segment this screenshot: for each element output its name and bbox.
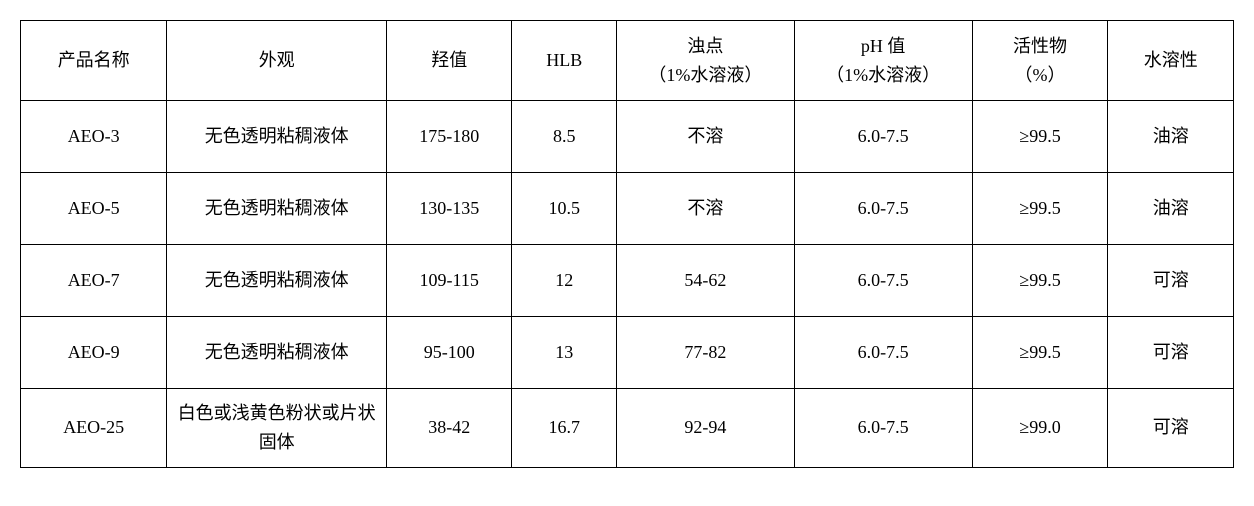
cell-0-4: 不溶 (617, 101, 795, 173)
col-header-0: 产品名称 (21, 21, 167, 101)
cell-4-3: 16.7 (512, 389, 617, 468)
cell-2-2: 109-115 (386, 245, 511, 317)
cell-0-1: 无色透明粘稠液体 (167, 101, 387, 173)
cell-1-0: AEO-5 (21, 173, 167, 245)
cell-0-0: AEO-3 (21, 101, 167, 173)
cell-0-6: ≥99.5 (972, 101, 1108, 173)
cell-0-5: 6.0-7.5 (794, 101, 972, 173)
cell-0-7: 油溶 (1108, 101, 1234, 173)
cell-2-3: 12 (512, 245, 617, 317)
cell-3-7: 可溶 (1108, 317, 1234, 389)
cell-3-1: 无色透明粘稠液体 (167, 317, 387, 389)
cell-1-3: 10.5 (512, 173, 617, 245)
cell-0-3: 8.5 (512, 101, 617, 173)
cell-3-3: 13 (512, 317, 617, 389)
cell-3-2: 95-100 (386, 317, 511, 389)
cell-2-1: 无色透明粘稠液体 (167, 245, 387, 317)
cell-4-4: 92-94 (617, 389, 795, 468)
product-spec-table: 产品名称外观羟值HLB浊点 （1%水溶液）pH 值 （1%水溶液）活性物 （%）… (20, 20, 1234, 468)
cell-2-5: 6.0-7.5 (794, 245, 972, 317)
cell-0-2: 175-180 (386, 101, 511, 173)
cell-1-5: 6.0-7.5 (794, 173, 972, 245)
col-header-7: 水溶性 (1108, 21, 1234, 101)
col-header-1: 外观 (167, 21, 387, 101)
table-row: AEO-9无色透明粘稠液体95-1001377-826.0-7.5≥99.5可溶 (21, 317, 1234, 389)
col-header-4: 浊点 （1%水溶液） (617, 21, 795, 101)
col-header-5: pH 值 （1%水溶液） (794, 21, 972, 101)
col-header-6: 活性物 （%） (972, 21, 1108, 101)
cell-3-6: ≥99.5 (972, 317, 1108, 389)
cell-1-1: 无色透明粘稠液体 (167, 173, 387, 245)
table-body: AEO-3无色透明粘稠液体175-1808.5不溶6.0-7.5≥99.5油溶A… (21, 101, 1234, 468)
cell-3-5: 6.0-7.5 (794, 317, 972, 389)
cell-2-7: 可溶 (1108, 245, 1234, 317)
col-header-3: HLB (512, 21, 617, 101)
cell-2-4: 54-62 (617, 245, 795, 317)
table-row: AEO-25白色或浅黄色粉状或片状固体38-4216.792-946.0-7.5… (21, 389, 1234, 468)
cell-4-6: ≥99.0 (972, 389, 1108, 468)
cell-4-1: 白色或浅黄色粉状或片状固体 (167, 389, 387, 468)
cell-1-6: ≥99.5 (972, 173, 1108, 245)
cell-1-4: 不溶 (617, 173, 795, 245)
cell-2-0: AEO-7 (21, 245, 167, 317)
cell-4-7: 可溶 (1108, 389, 1234, 468)
cell-3-0: AEO-9 (21, 317, 167, 389)
cell-3-4: 77-82 (617, 317, 795, 389)
cell-1-2: 130-135 (386, 173, 511, 245)
table-head: 产品名称外观羟值HLB浊点 （1%水溶液）pH 值 （1%水溶液）活性物 （%）… (21, 21, 1234, 101)
cell-4-2: 38-42 (386, 389, 511, 468)
cell-2-6: ≥99.5 (972, 245, 1108, 317)
table-row: AEO-5无色透明粘稠液体130-13510.5不溶6.0-7.5≥99.5油溶 (21, 173, 1234, 245)
table-row: AEO-7无色透明粘稠液体109-1151254-626.0-7.5≥99.5可… (21, 245, 1234, 317)
cell-1-7: 油溶 (1108, 173, 1234, 245)
cell-4-0: AEO-25 (21, 389, 167, 468)
table-row: AEO-3无色透明粘稠液体175-1808.5不溶6.0-7.5≥99.5油溶 (21, 101, 1234, 173)
header-row: 产品名称外观羟值HLB浊点 （1%水溶液）pH 值 （1%水溶液）活性物 （%）… (21, 21, 1234, 101)
cell-4-5: 6.0-7.5 (794, 389, 972, 468)
col-header-2: 羟值 (386, 21, 511, 101)
